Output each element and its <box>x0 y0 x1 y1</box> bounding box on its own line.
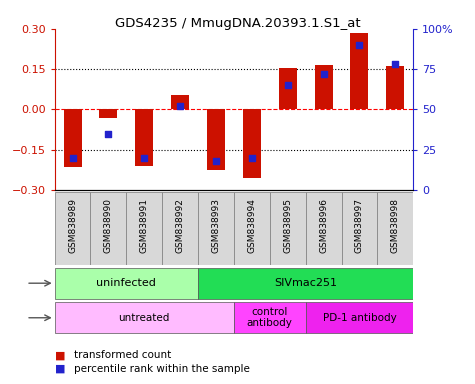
Text: GDS4235 / MmugDNA.20393.1.S1_at: GDS4235 / MmugDNA.20393.1.S1_at <box>114 17 361 30</box>
Text: GSM838994: GSM838994 <box>247 198 257 253</box>
Point <box>69 155 76 161</box>
Text: GSM838989: GSM838989 <box>68 198 77 253</box>
Bar <box>64 109 82 167</box>
Bar <box>306 302 413 333</box>
Text: untreated: untreated <box>119 313 170 323</box>
Text: ■: ■ <box>55 350 65 360</box>
Bar <box>378 192 413 265</box>
Text: ■: ■ <box>55 364 65 374</box>
Bar <box>55 302 234 333</box>
Point <box>104 131 112 137</box>
Text: GSM838995: GSM838995 <box>283 198 292 253</box>
Text: percentile rank within the sample: percentile rank within the sample <box>74 364 249 374</box>
Text: GSM838991: GSM838991 <box>140 198 149 253</box>
Point <box>391 61 399 67</box>
Bar <box>171 94 189 109</box>
Text: GSM838996: GSM838996 <box>319 198 328 253</box>
Bar <box>351 33 369 109</box>
Bar <box>306 192 342 265</box>
Bar <box>99 109 117 118</box>
Point <box>141 155 148 161</box>
Text: SIVmac251: SIVmac251 <box>274 278 337 288</box>
Bar <box>207 109 225 170</box>
Bar <box>55 268 198 299</box>
Bar <box>342 192 378 265</box>
Text: GSM838990: GSM838990 <box>104 198 113 253</box>
Text: GSM838992: GSM838992 <box>176 198 185 253</box>
Bar <box>386 66 404 109</box>
Text: GSM838998: GSM838998 <box>391 198 400 253</box>
Text: transformed count: transformed count <box>74 350 171 360</box>
Point <box>212 158 220 164</box>
Point <box>320 71 327 77</box>
Bar <box>198 268 413 299</box>
Text: uninfected: uninfected <box>96 278 156 288</box>
Point <box>356 42 363 48</box>
Bar <box>279 68 297 109</box>
Bar <box>162 192 198 265</box>
Point <box>248 155 256 161</box>
Point <box>284 82 292 88</box>
Bar <box>135 109 153 166</box>
Bar <box>234 192 270 265</box>
Text: control
antibody: control antibody <box>247 307 293 328</box>
Bar <box>243 109 261 178</box>
Bar <box>91 192 126 265</box>
Bar <box>314 65 332 109</box>
Bar <box>234 302 306 333</box>
Bar <box>270 192 306 265</box>
Bar <box>126 192 162 265</box>
Bar <box>198 192 234 265</box>
Point <box>176 103 184 109</box>
Text: GSM838993: GSM838993 <box>211 198 220 253</box>
Bar <box>55 192 91 265</box>
Text: PD-1 antibody: PD-1 antibody <box>323 313 396 323</box>
Text: GSM838997: GSM838997 <box>355 198 364 253</box>
